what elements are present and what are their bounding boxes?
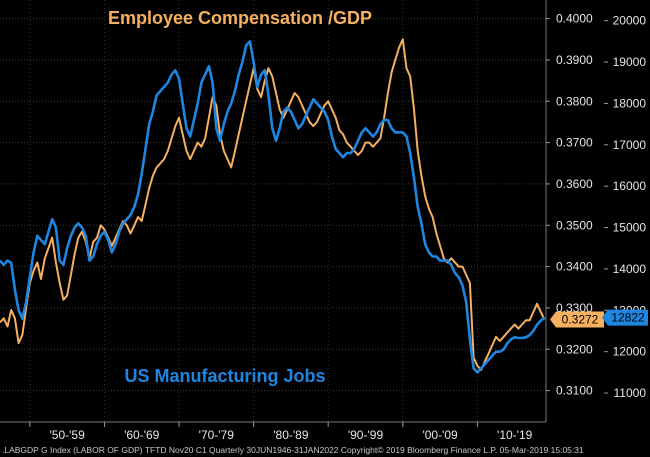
ratio-tick-label: 0.3200 [556,342,593,356]
ratio-tick-label: 0.4000 [556,12,593,26]
jobs-tick-label: 15000 [613,221,647,235]
jobs-tick-label: 19000 [613,55,647,69]
grid [0,0,546,422]
x-tick-label: '70-'79 [199,428,235,442]
jobs-tick-label: 16000 [613,179,647,193]
ratio-tick-label: 0.3800 [556,94,593,108]
jobs-tick-label: 18000 [613,96,647,110]
jobs-tick-label: 14000 [613,262,647,276]
ratio-tick-label: 0.3300 [556,301,593,315]
value-tag-label: 0.3272 [562,312,599,326]
x-tick-label: '00-'09 [422,428,458,442]
footer-text: .LABGDP G Index (LABOR OF GDP) TFTD Nov2… [2,445,584,455]
x-axis: '50-'59 '60-'69 '70-'79 '80-'89 '90-'99 '00-'… [29,422,533,442]
value-tag-box [602,309,648,326]
ratio-tick-label: 0.3900 [556,53,593,67]
last-value-tags: 0.3272 12822 [550,309,648,328]
ratio-tick-label: 0.3400 [556,260,593,274]
x-tick-label: '50-'59 [49,428,85,442]
value-tag-label: 12822 [611,311,645,325]
ratio-axis: 0.3100 0.3200 0.3300 0.3400 0.3500 0.3600 0.37… [546,12,593,398]
mfg_jobs-line [0,40,546,374]
jobs-tick-label: 11000 [614,386,647,400]
series-annotation: US Manufacturing Jobs [124,366,325,386]
x-tick-label: '80-'89 [273,428,309,442]
x-tick-label: '60-'69 [124,428,160,442]
ratio-tick-label: 0.3700 [556,136,593,150]
comp_gdp-line [0,38,546,371]
x-tick-label: '90-'99 [348,428,384,442]
ratio-tick-label: 0.3500 [556,218,593,232]
x-tick-label: '10-'19 [497,428,533,442]
jobs-tick-label: 12000 [613,345,647,359]
ratio-tick-label: 0.3100 [556,384,593,398]
comp_gdp-value-tag: 0.3272 [550,311,604,328]
ratio-tick-label: 0.3600 [556,177,593,191]
jobs-tick-label: 20000 [613,14,647,28]
value-tag-box [550,311,604,328]
chart-title: Employee Compensation /GDP [108,8,372,28]
jobs-tick-label: 17000 [613,138,647,152]
series-group [0,38,546,374]
mfg_jobs-value-tag: 12822 [602,309,648,326]
